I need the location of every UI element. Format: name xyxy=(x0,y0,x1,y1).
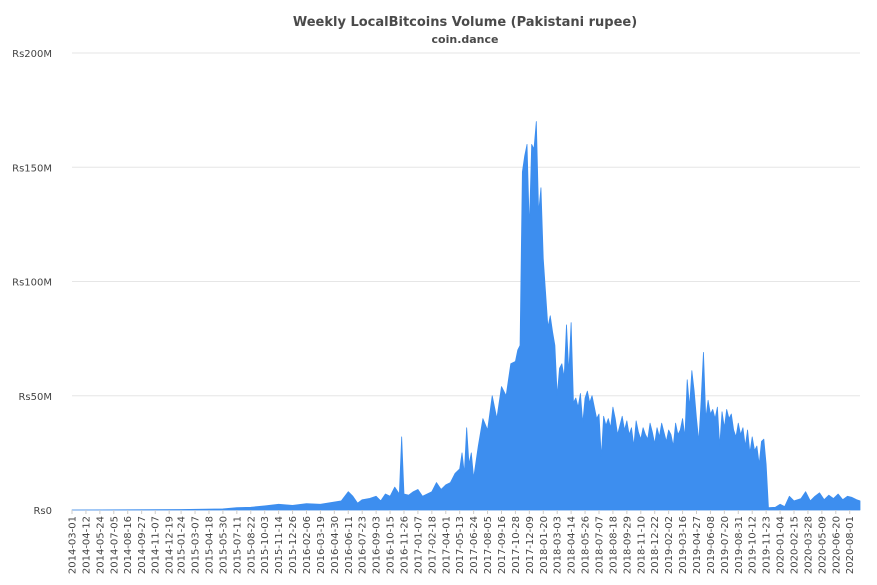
x-tick-label: 2018-05-26 xyxy=(581,516,592,574)
x-tick-label: 2017-10-28 xyxy=(511,516,522,574)
x-tick-label: 2020-02-15 xyxy=(790,516,801,574)
chart-subtitle: coin.dance xyxy=(432,33,499,46)
y-tick-label: Rs50M xyxy=(18,392,52,403)
x-tick-label: 2020-08-01 xyxy=(845,516,856,574)
x-tick-label: 2018-11-10 xyxy=(636,516,647,574)
x-tick-label: 2015-03-07 xyxy=(191,516,202,574)
x-tick-label: 2014-09-27 xyxy=(137,516,148,574)
x-tick-label: 2019-08-31 xyxy=(734,516,745,574)
x-tick-label: 2015-04-18 xyxy=(204,516,215,574)
x-tick-label: 2016-02-06 xyxy=(302,516,313,574)
x-tick-label: 2014-07-05 xyxy=(109,516,120,574)
x-tick-label: 2016-11-26 xyxy=(399,516,410,574)
x-tick-label: 2015-12-26 xyxy=(288,516,299,574)
x-tick-label: 2014-08-16 xyxy=(123,516,134,574)
x-tick-label: 2017-04-01 xyxy=(441,516,452,574)
x-tick-label: 2017-09-16 xyxy=(497,516,508,574)
x-tick-label: 2014-12-19 xyxy=(165,516,176,574)
x-tick-label: 2015-01-24 xyxy=(177,516,188,574)
x-tick-label: 2017-12-09 xyxy=(525,516,536,574)
y-tick-label: Rs150M xyxy=(12,163,52,174)
x-tick-label: 2019-06-08 xyxy=(706,516,717,574)
x-tick-label: 2017-01-07 xyxy=(413,516,424,574)
x-tick-label: 2019-10-12 xyxy=(748,516,759,574)
x-tick-label: 2016-09-03 xyxy=(372,516,383,574)
x-tick-label: 2018-01-20 xyxy=(539,516,550,574)
x-tick-label: 2018-04-14 xyxy=(567,516,578,574)
y-tick-label: Rs100M xyxy=(12,278,52,289)
y-tick-label: Rs200M xyxy=(12,49,52,60)
series-area xyxy=(71,121,861,511)
x-tick-label: 2014-05-24 xyxy=(95,516,106,574)
x-tick-label: 2017-06-24 xyxy=(469,516,480,574)
x-tick-label: 2016-03-19 xyxy=(316,516,327,574)
x-tick-label: 2019-03-16 xyxy=(678,516,689,574)
x-tick-label: 2018-12-22 xyxy=(650,516,661,574)
chart-title: Weekly LocalBitcoins Volume (Pakistani r… xyxy=(293,15,637,30)
x-tick-label: 2014-11-07 xyxy=(151,516,162,574)
x-tick-label: 2020-06-20 xyxy=(831,516,842,574)
x-tick-label: 2015-11-14 xyxy=(274,516,285,574)
x-tick-label: 2015-07-11 xyxy=(232,516,243,574)
x-tick-label: 2016-04-30 xyxy=(330,516,341,574)
x-tick-label: 2014-03-01 xyxy=(68,516,79,574)
x-tick-label: 2015-05-30 xyxy=(218,516,229,574)
x-tick-label: 2015-08-22 xyxy=(246,516,257,574)
x-tick-label: 2017-05-13 xyxy=(455,516,466,574)
x-tick-label: 2016-07-23 xyxy=(358,516,369,574)
x-axis-ticks: 2014-03-01 2014-04-12 2014-05-24 2014-07-05… xyxy=(68,510,856,574)
x-tick-label: 2017-02-18 xyxy=(427,516,438,574)
x-tick-label: 2020-03-28 xyxy=(803,516,814,574)
x-tick-label: 2016-06-11 xyxy=(344,516,355,574)
x-tick-label: 2018-03-03 xyxy=(553,516,564,574)
x-tick-label: 2019-11-23 xyxy=(762,516,773,574)
x-tick-label: 2019-04-27 xyxy=(692,516,703,574)
x-tick-label: 2019-07-20 xyxy=(720,516,731,574)
x-tick-label: 2015-10-03 xyxy=(260,516,271,574)
x-tick-label: 2019-02-02 xyxy=(664,516,675,574)
x-tick-label: 2020-05-09 xyxy=(817,516,828,574)
x-tick-label: 2020-01-04 xyxy=(776,516,787,574)
x-tick-label: 2014-04-12 xyxy=(81,516,92,574)
y-tick-label: Rs0 xyxy=(33,506,52,517)
x-tick-label: 2016-10-15 xyxy=(386,516,397,574)
x-tick-label: 2018-08-18 xyxy=(608,516,619,574)
x-tick-label: 2018-09-29 xyxy=(622,516,633,574)
y-axis-ticks: Rs0 Rs50M Rs100M Rs150M Rs200M xyxy=(12,49,52,517)
series-area-layer xyxy=(71,121,861,511)
x-tick-label: 2017-08-05 xyxy=(483,516,494,574)
x-tick-label: 2018-07-07 xyxy=(594,516,605,574)
